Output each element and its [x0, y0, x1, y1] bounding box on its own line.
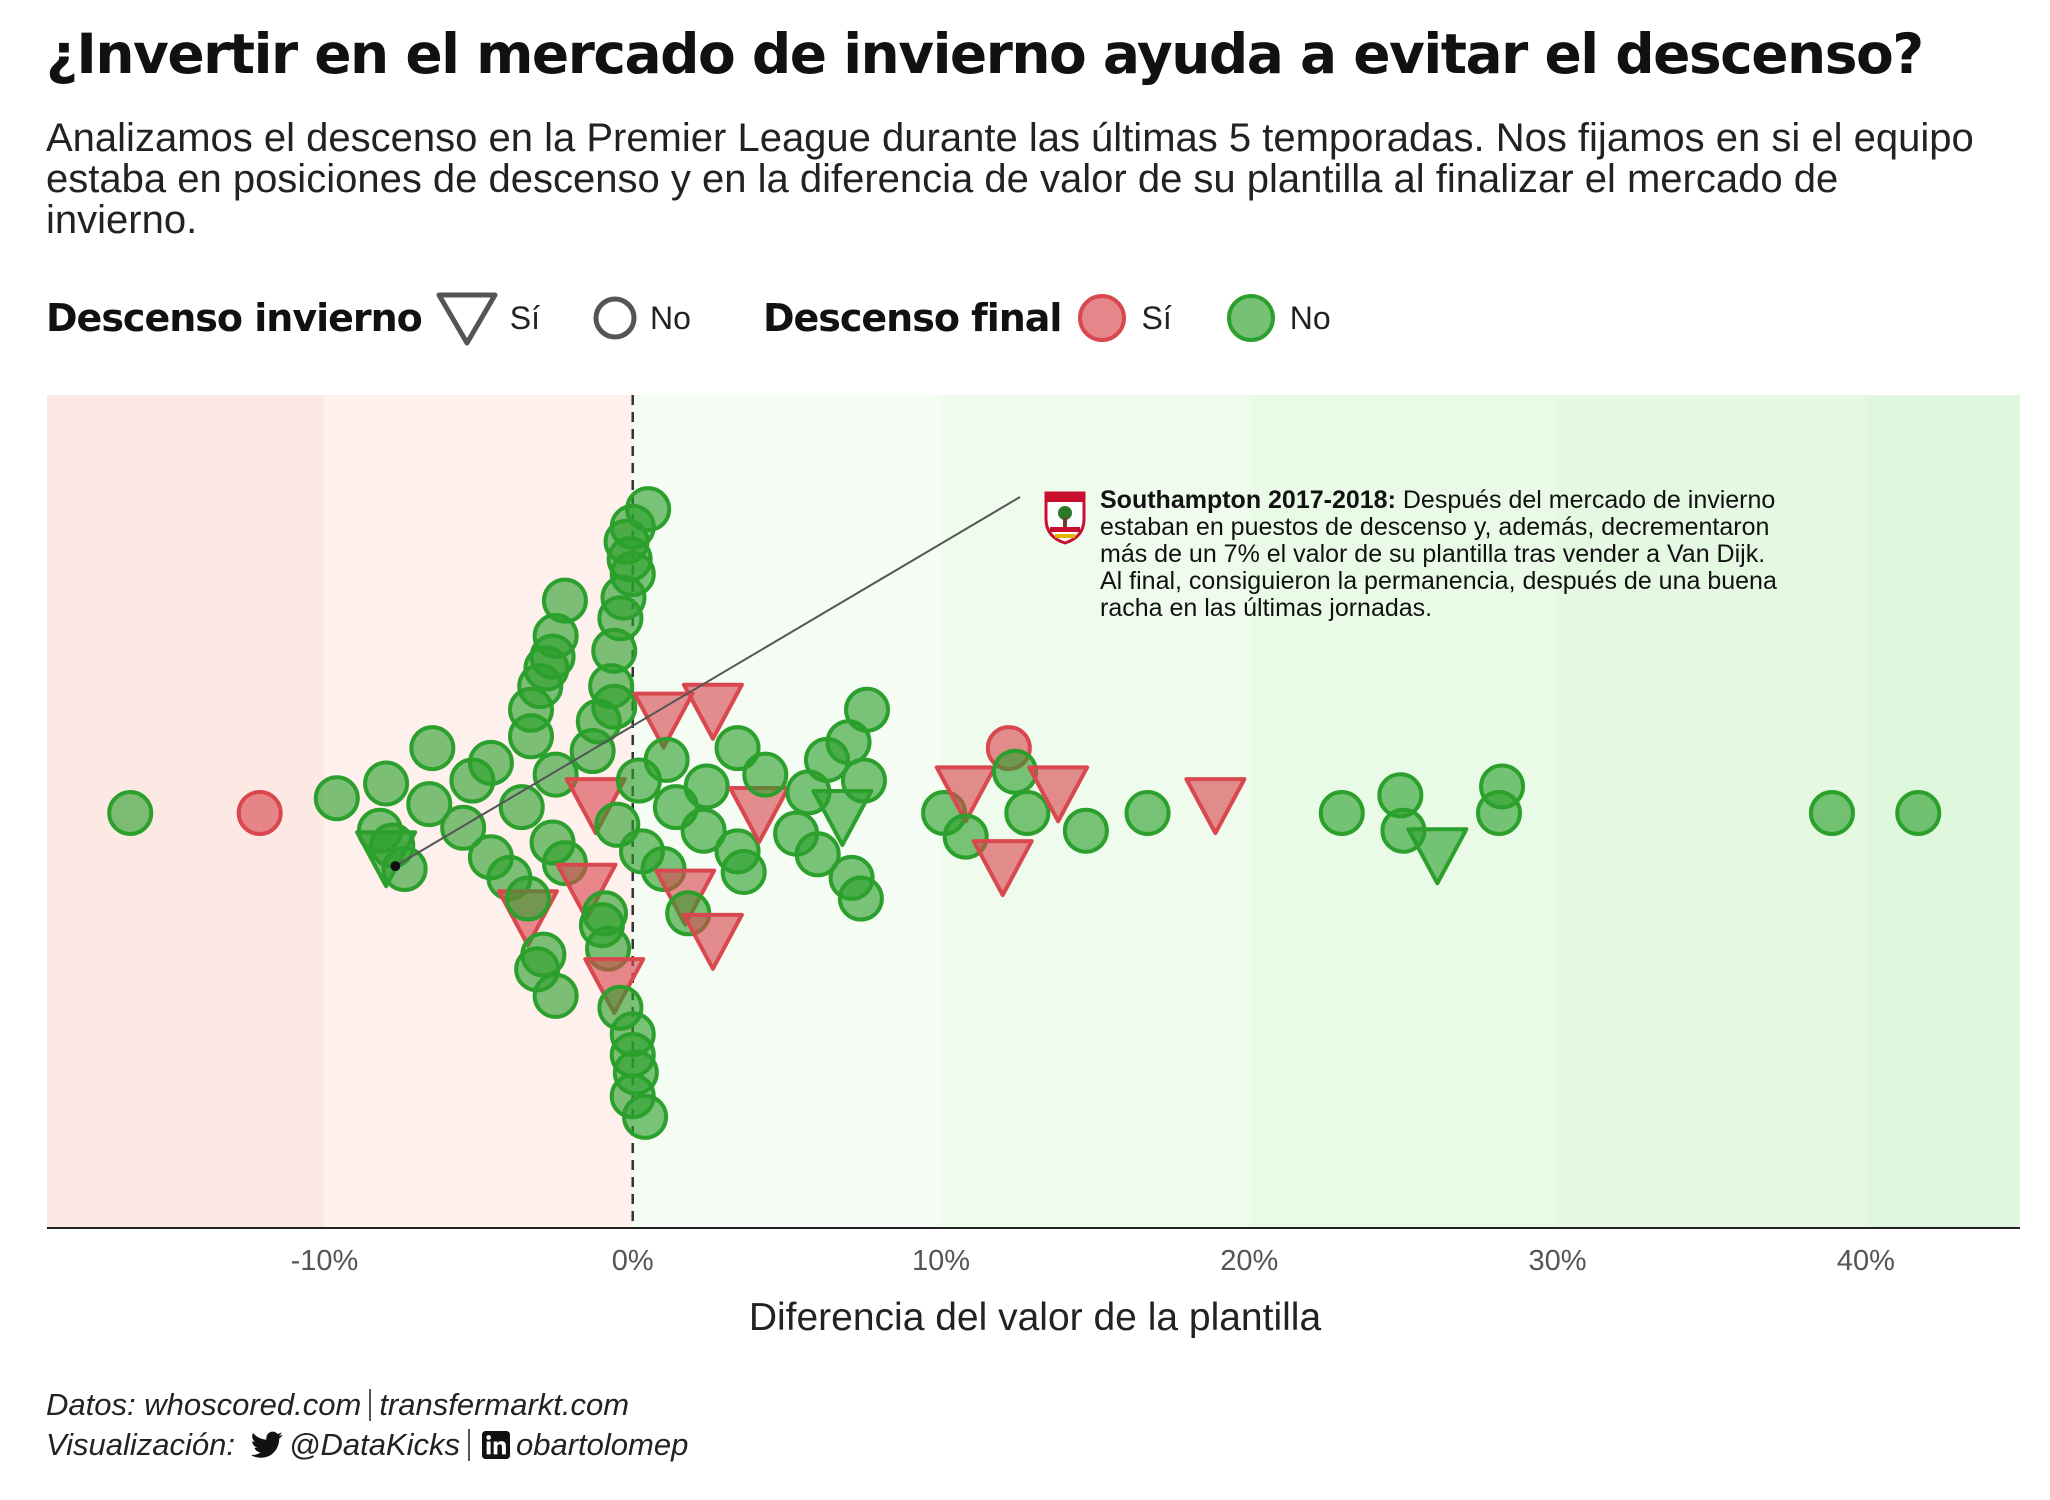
circle-point-safe: [612, 1049, 659, 1096]
circle-point-safe: [591, 683, 638, 730]
annotation-text: Southampton 2017-2018: Después del merca…: [1100, 487, 1792, 622]
legend-label-final-yes: Sí: [1141, 299, 1172, 336]
circle-point-safe: [643, 736, 690, 783]
caption-sources-2: transfermarkt.com: [379, 1387, 630, 1422]
legend-green-circle-icon: [1226, 294, 1275, 342]
circle-point-safe: [363, 760, 410, 807]
x-tick-label: 20%: [1220, 1245, 1278, 1277]
circle-point-safe: [313, 775, 360, 822]
twitter-icon: [250, 1431, 283, 1458]
chart-subtitle: Analizamos el descenso en la Premier Lea…: [46, 116, 1974, 242]
circle-point-safe: [504, 875, 551, 922]
linkedin-icon: [482, 1431, 510, 1459]
legend-red-circle-icon: [1078, 294, 1127, 342]
triangle-point-safe: [1406, 827, 1469, 886]
caption-line-data: Datos: whoscored.com transfermarkt.com: [46, 1385, 688, 1425]
x-axis-label: Diferencia del valor de la plantilla: [749, 1296, 1322, 1339]
legend-title-winter: Descenso invierno: [46, 296, 423, 340]
triangle-point-relegated: [681, 912, 744, 971]
triangle-point-safe: [811, 788, 874, 847]
circle-point-safe: [1479, 763, 1526, 810]
x-tick-label: -10%: [291, 1245, 359, 1277]
circle-point-safe: [409, 725, 456, 772]
legend-circle-icon: [593, 296, 637, 340]
caption-twitter-handle: @DataKicks: [288, 1427, 460, 1462]
annotation: Southampton 2017-2018: Después del merca…: [1042, 487, 1792, 622]
circle-point-safe: [532, 972, 579, 1019]
circle-point-safe: [625, 486, 672, 533]
background-band: [1865, 395, 2020, 1228]
caption-visualization-label: Visualización:: [46, 1427, 235, 1462]
legend: Descenso invierno Sí No Descenso final S…: [46, 285, 1331, 351]
legend-triangle-icon: [436, 292, 498, 346]
triangle-point-relegated: [934, 765, 997, 824]
legend-title-final: Descenso final: [762, 296, 1063, 340]
circle-point-safe: [622, 1093, 669, 1140]
circle-point-safe: [440, 804, 487, 851]
circle-point-safe: [837, 875, 884, 922]
caption-line-credits: Visualización: @DataKicks obartolomep: [46, 1425, 688, 1465]
southampton-crest-icon: [1044, 491, 1086, 545]
triangle-point-relegated: [1027, 765, 1090, 824]
circle-point-safe: [680, 807, 727, 854]
x-tick-label: 40%: [1837, 1245, 1895, 1277]
triangle-point-relegated: [681, 682, 744, 741]
circle-point-safe: [794, 831, 841, 878]
circle-point-safe: [683, 763, 730, 810]
annotation-target-dot: [390, 861, 401, 872]
circle-point-safe: [467, 739, 514, 786]
background-band: [47, 395, 325, 1228]
circle-point-safe: [381, 846, 428, 893]
legend-label-final-no: No: [1289, 299, 1331, 336]
circle-point-safe: [844, 686, 891, 733]
circle-point-relegated: [236, 790, 283, 836]
circle-point-safe: [406, 781, 453, 828]
beeswarm-chart: -10% 0% 10% 20% 30% 40% Diferencia del valor …: [0, 390, 2050, 1360]
circle-point-safe: [1004, 790, 1051, 836]
circle-point-safe: [714, 725, 761, 772]
annotation-title: Southampton 2017-2018:: [1100, 486, 1396, 514]
caption-sources-1: Datos: whoscored.com: [46, 1387, 362, 1422]
annotation-leader-line: [394, 496, 1021, 867]
legend-label-winter-no: No: [650, 299, 691, 336]
triangle-point-relegated: [1184, 777, 1247, 836]
x-tick-label: 30%: [1529, 1245, 1587, 1277]
circle-point-safe: [1895, 790, 1942, 836]
triangle-point-relegated: [971, 839, 1034, 898]
x-tick-label: 10%: [912, 1245, 970, 1277]
circle-point-safe: [1124, 790, 1171, 836]
caption-linkedin-handle: obartolomep: [516, 1427, 689, 1462]
circle-point-safe: [107, 790, 154, 836]
caption-separator: [369, 1389, 372, 1421]
caption: Datos: whoscored.com transfermarkt.com V…: [46, 1385, 688, 1465]
chart-title: ¿Invertir en el mercado de invierno ayud…: [46, 22, 1924, 86]
legend-label-winter-yes: Sí: [509, 299, 541, 336]
caption-separator-2: [468, 1429, 470, 1461]
triangle-point-relegated: [632, 691, 695, 750]
circle-point-safe: [742, 751, 789, 798]
circle-point-safe: [520, 931, 567, 978]
circle-point-safe: [840, 757, 887, 804]
x-tick-label: 0%: [612, 1245, 654, 1277]
annotation-body: Después del mercado de invierno estaban …: [1100, 486, 1777, 622]
circle-point-safe: [1062, 807, 1109, 854]
circle-point-safe: [1318, 790, 1365, 836]
circle-point-safe: [609, 551, 656, 598]
circle-point-safe: [541, 577, 588, 624]
circle-point-safe: [1808, 790, 1855, 836]
circle-point-safe: [720, 849, 767, 895]
